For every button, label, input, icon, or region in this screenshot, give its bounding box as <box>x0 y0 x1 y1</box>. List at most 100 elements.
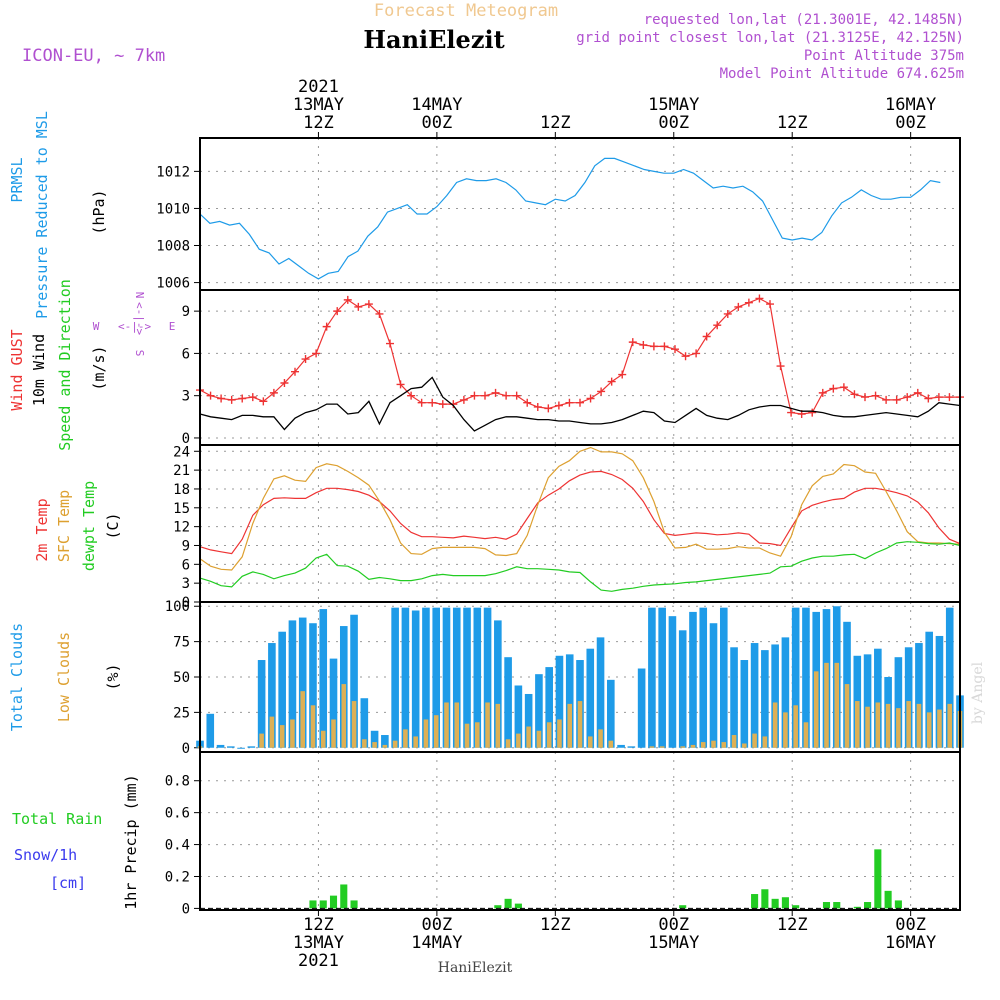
gust-marker <box>386 339 394 348</box>
pressure-msl-label: Pressure Reduced to MSL <box>33 111 51 319</box>
low-cloud-bar <box>475 722 480 748</box>
gust-marker <box>576 398 584 407</box>
ytick-label: 0 <box>182 741 190 757</box>
gust-marker <box>903 393 912 402</box>
gust-marker <box>934 393 943 402</box>
total-clouds-label: Total Clouds <box>8 623 26 731</box>
wind-line <box>199 376 961 432</box>
low-cloud-bar <box>844 684 850 748</box>
ytick-label: 0 <box>182 595 190 611</box>
compass-east: E <box>169 320 176 333</box>
total-cloud-bar <box>452 607 461 748</box>
total-cloud-bar <box>494 620 502 748</box>
snow-label: Snow/1h <box>14 846 77 864</box>
gust-marker <box>818 388 827 397</box>
gust-marker <box>597 387 606 396</box>
bottom-year-label: 2021 <box>298 951 339 971</box>
low-cloud-bar <box>454 702 460 748</box>
precip-bar <box>822 902 831 909</box>
top-date-label: 15MAY <box>648 95 699 115</box>
low-cloud-bar <box>403 729 408 748</box>
ytick-label: 21 <box>173 463 190 479</box>
low-cloud-bar <box>865 706 870 748</box>
total-cloud-bar <box>247 746 256 748</box>
precip-bar <box>679 905 687 909</box>
low-cloud-bar <box>485 702 490 748</box>
low-cloud-bar <box>495 703 501 748</box>
low-cloud-bar <box>536 730 542 748</box>
gridpoint-coords: grid point closest lon,lat (21.3125E, 42… <box>576 30 964 46</box>
gust-marker <box>871 391 880 400</box>
ytick-label: 24 <box>173 444 190 460</box>
ytick-label: 1012 <box>156 164 190 180</box>
gust-marker <box>565 398 574 407</box>
gust-marker <box>449 400 458 409</box>
ytick-label: 0 <box>182 901 190 917</box>
low-cloud-bar <box>341 684 347 748</box>
ytick-label: 3 <box>182 389 190 405</box>
dewpt-line <box>199 541 961 592</box>
total-cloud-bar <box>257 660 266 748</box>
footer-location: HaniElezit <box>438 960 513 976</box>
gust-marker <box>713 321 722 330</box>
requested-coords: requested lon,lat (21.3001E, 42.1485N) <box>644 12 964 28</box>
total-cloud-bar <box>719 607 728 748</box>
precip-bar <box>350 900 358 909</box>
total-cloud-bar <box>586 648 595 748</box>
precip-bar <box>340 884 348 909</box>
gust-marker <box>481 391 489 400</box>
gust-marker <box>850 390 859 399</box>
panel-1: 0 3 6 9 <box>182 290 964 447</box>
panel-0: 1006 1008 1010 1012 <box>156 138 960 292</box>
top-date-label: 13MAY <box>293 95 344 115</box>
gust-marker <box>217 394 226 403</box>
gust-marker <box>839 383 848 392</box>
bottom-hour-label: 12Z <box>777 915 808 935</box>
ytick-label: 6 <box>182 346 190 362</box>
low-cloud-bar <box>926 712 932 748</box>
gust-marker <box>544 404 553 413</box>
gust-marker <box>322 322 331 331</box>
total-cloud-bar <box>463 607 471 748</box>
ytick-label: 50 <box>173 670 190 686</box>
pressure-line <box>199 157 941 280</box>
total-cloud-bar <box>925 631 933 748</box>
panel-labels: PRMSL Pressure Reduced to MSL (hPa) Wind… <box>8 111 986 976</box>
panel-border <box>199 137 961 291</box>
gust-marker <box>470 391 479 400</box>
low-cloud-bar <box>577 701 583 748</box>
gust-marker <box>333 307 342 316</box>
low-cloud-bar <box>742 743 747 748</box>
total-cloud-bar <box>791 607 800 748</box>
total-cloud-bar <box>329 658 338 748</box>
low-cloud-bar <box>690 744 696 748</box>
bottom-hour-label: 00Z <box>658 915 689 935</box>
total-cloud-bar <box>483 607 492 748</box>
total-cloud-bar <box>668 616 677 748</box>
precip-bar <box>504 898 512 909</box>
ytick-label: 0 <box>182 431 190 447</box>
low-cloud-bar <box>290 719 295 748</box>
total-cloud-bar <box>730 647 738 748</box>
gust-line <box>199 297 960 415</box>
total-cloud-bar <box>524 693 533 748</box>
gust-marker <box>639 340 648 349</box>
total-cloud-bar <box>288 620 297 748</box>
gust-marker <box>428 398 437 407</box>
low-cloud-bar <box>762 736 768 748</box>
gust-marker <box>502 391 511 400</box>
low-cloud-bar <box>752 733 757 748</box>
gust-marker <box>512 391 521 400</box>
wind-unit: (m/s) <box>90 345 108 390</box>
clouds-unit: (%) <box>104 663 122 690</box>
wind-direction-label: Speed and Direction <box>56 279 74 451</box>
low-cloud-bar <box>793 705 798 748</box>
top-date-label: 14MAY <box>411 95 462 115</box>
ytick-label: 6 <box>182 557 190 573</box>
gust-marker <box>649 342 658 351</box>
bottom-date-label: 15MAY <box>648 933 699 953</box>
precip-bar <box>874 849 882 909</box>
total-cloud-bar <box>360 698 369 748</box>
gust-marker <box>375 309 384 318</box>
low-cloud-bar <box>906 701 911 748</box>
